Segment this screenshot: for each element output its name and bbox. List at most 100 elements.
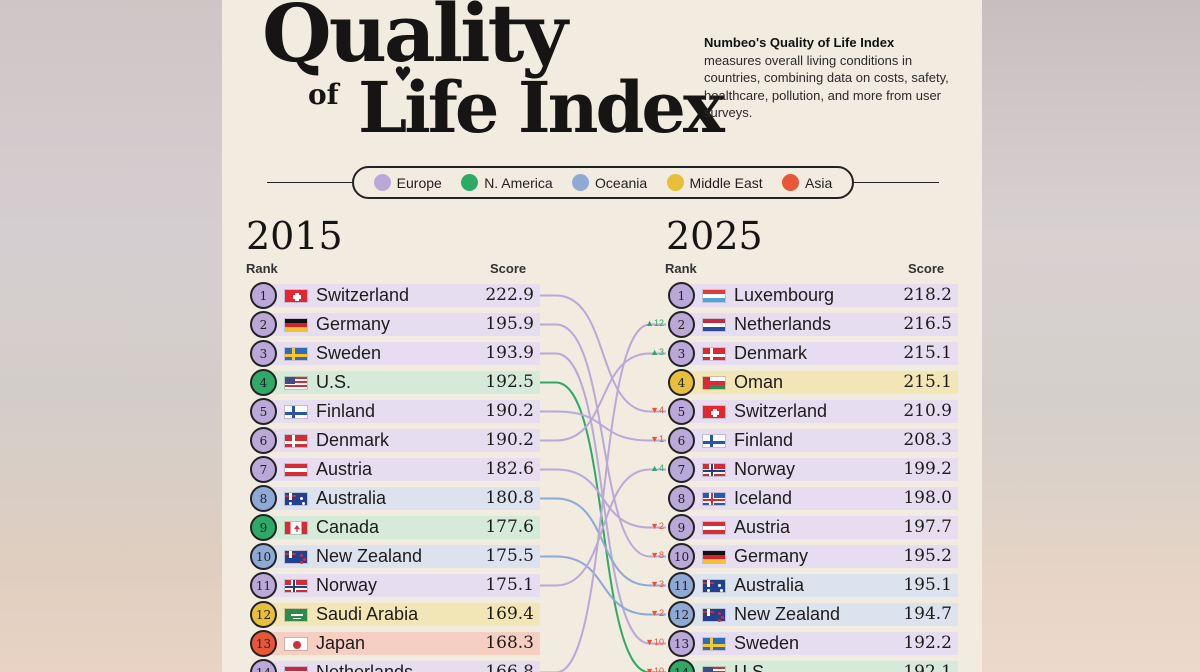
table-row: 1 Luxembourg 218.2: [668, 282, 958, 309]
country-name: Finland: [316, 401, 376, 421]
table-row: 6 Finland 208.3 ▼1: [650, 427, 958, 454]
rank-change: ▼2: [650, 521, 664, 531]
row-bar: [264, 371, 540, 394]
row-bar: [264, 342, 540, 365]
country-name: Denmark: [734, 343, 808, 363]
score-value: 180.8: [485, 488, 534, 508]
de-flag-icon: [702, 550, 726, 564]
ch-flag-icon: [284, 289, 308, 303]
table-row: 11 Australia 195.1 ▼3: [650, 572, 958, 599]
table-row: 12 Saudi Arabia 169.4: [250, 601, 540, 628]
link-germany: [540, 323, 666, 558]
legend: Europe N. America Oceania Middle East Asia: [352, 166, 854, 199]
score-value: 177.6: [485, 517, 534, 537]
ch-flag-icon: [702, 405, 726, 419]
rank-change-links: [540, 294, 666, 672]
fi-flag-icon: [284, 405, 308, 419]
country-name: Luxembourg: [734, 285, 835, 305]
table-row: 10 Germany 195.2 ▼8: [650, 543, 958, 570]
legend-item-n-america: N. America: [461, 174, 553, 191]
row-bar: [682, 458, 958, 481]
table-row: 10 New Zealand 175.5: [250, 543, 540, 570]
score-value: 190.2: [485, 430, 534, 450]
heart-icon: ♥: [394, 62, 412, 86]
row-bar: [682, 313, 958, 336]
row-bar: [264, 429, 540, 452]
score-value: 182.6: [485, 459, 534, 479]
rank-change: ▲4: [650, 463, 664, 473]
table-row: 2 Germany 195.9: [250, 311, 540, 338]
de-flag-icon: [284, 318, 308, 332]
se-flag-icon: [702, 637, 726, 651]
rank-badge: 10: [250, 543, 277, 570]
link-denmark: [540, 352, 666, 442]
description: Numbeo's Quality of Life Index measures …: [704, 34, 954, 122]
country-name: Sweden: [734, 633, 800, 653]
country-name: New Zealand: [316, 546, 423, 566]
country-name: Germany: [734, 546, 809, 566]
rank-badge: 8: [668, 485, 695, 512]
score-value: 215.1: [903, 372, 952, 392]
rank-badge: 4: [668, 369, 695, 396]
country-name: Norway: [316, 575, 378, 595]
blurred-background-right: [982, 0, 1200, 672]
rank-badge: 9: [250, 514, 277, 541]
table-row: 3 Denmark 215.1 ▲3: [650, 340, 958, 367]
country-name: U.S.: [734, 662, 770, 672]
rank-header-left: Rank: [246, 261, 278, 276]
legend-label: Asia: [805, 174, 833, 191]
table-row: 1 Switzerland 222.9: [250, 282, 540, 309]
table-row: 9 Austria 197.7 ▼2: [650, 514, 958, 541]
row-bar: [682, 574, 958, 597]
us-flag-icon: [284, 376, 308, 390]
country-name: New Zealand: [734, 604, 841, 624]
score-header-left: Score: [490, 261, 527, 276]
rank-badge: 3: [668, 340, 695, 367]
nl-flag-icon: [284, 666, 308, 672]
row-bar: [682, 284, 958, 307]
row-bar: [682, 487, 958, 510]
title-of: of: [308, 78, 339, 111]
score-value: 197.7: [903, 517, 952, 537]
nz-flag-icon: [284, 550, 308, 564]
score-value: 195.2: [903, 546, 952, 566]
legend-item-asia: Asia: [782, 174, 832, 191]
score-value: 175.1: [485, 575, 534, 595]
table-row: 5 Switzerland 210.9 ▼4: [650, 398, 958, 425]
score-value: 210.9: [903, 401, 952, 421]
link-norway: [540, 468, 666, 587]
table-row: 3 Sweden 193.9: [250, 340, 540, 367]
row-bar: [264, 516, 540, 539]
rank-badge: 11: [250, 572, 277, 599]
score-value: 192.5: [485, 372, 534, 392]
row-bar: [682, 545, 958, 568]
score-header-right: Score: [908, 261, 945, 276]
om-flag-icon: [702, 376, 726, 390]
row-bar: [682, 661, 958, 672]
legend-item-middle-east: Middle East: [666, 174, 763, 191]
row-bar: [264, 603, 540, 626]
title-quality: Quality: [262, 0, 568, 80]
table-row: 9 Canada 177.6: [250, 514, 540, 541]
country-name: U.S.: [316, 372, 352, 392]
score-value: 168.3: [485, 633, 534, 653]
row-bar: [682, 429, 958, 452]
country-name: Sweden: [316, 343, 382, 363]
country-name: Finland: [734, 430, 794, 450]
country-name: Oman: [734, 372, 784, 392]
rank-badge: 12: [668, 601, 695, 628]
score-value: 195.1: [903, 575, 952, 595]
row-bar: [264, 545, 540, 568]
rank-change: ▼8: [650, 550, 664, 560]
jp-flag-icon: [284, 637, 308, 651]
rank-badge: 8: [250, 485, 277, 512]
score-value: 194.7: [903, 604, 952, 624]
country-name: Iceland: [734, 488, 793, 508]
rank-badge: 7: [668, 456, 695, 483]
rank-badge: 10: [668, 543, 695, 570]
table-row: 13 Sweden 192.2 ▼10: [645, 630, 958, 657]
rank-change: ▲3: [650, 347, 664, 357]
country-name: Australia: [316, 488, 387, 508]
score-value: 193.9: [485, 343, 534, 363]
table-row: 12 New Zealand 194.7 ▼2: [650, 601, 958, 628]
